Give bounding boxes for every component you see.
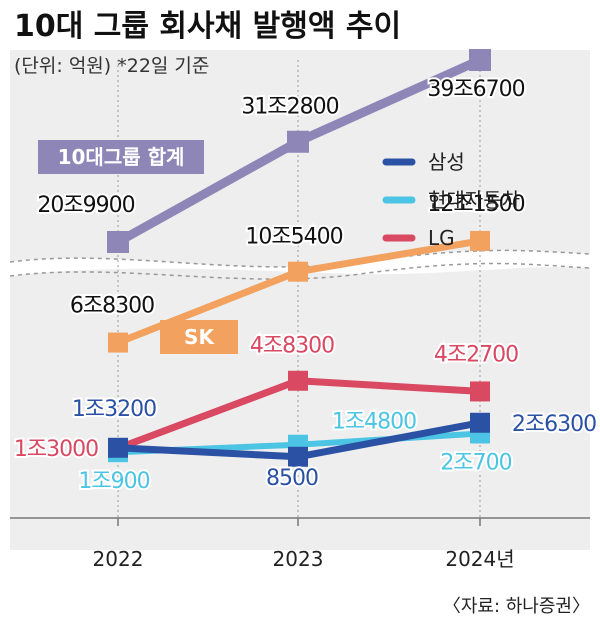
data-label-sk: 10조5400	[245, 225, 342, 250]
point-lg	[288, 370, 308, 391]
point-total	[469, 49, 491, 71]
point-total	[107, 231, 129, 253]
data-label-lg: 1조3000	[14, 437, 98, 462]
source-note: 〈자료: 하나증권〉	[443, 596, 590, 617]
tag-total-box	[38, 140, 204, 174]
tag-sk-text: SK	[184, 325, 215, 349]
legend-label-hyundai: 현대자동차	[428, 188, 520, 212]
data-label-samsung: 2조6300	[512, 412, 596, 437]
data-label-samsung: 8500	[266, 466, 318, 491]
data-label-hyundai: 2조700	[440, 450, 511, 475]
x-tick-label: 2022	[93, 547, 144, 571]
data-label-lg: 4조8300	[250, 334, 334, 359]
point-total	[287, 130, 309, 153]
data-label-total: 39조6700	[427, 77, 524, 102]
data-label-hyundai: 1조4800	[332, 410, 416, 435]
chart-title: 10대 그룹 회사채 발행액 추이	[14, 9, 401, 44]
point-samsung	[108, 437, 128, 458]
data-label-total: 31조2800	[241, 95, 338, 120]
data-label-sk: 12조1500	[427, 192, 524, 217]
point-lg	[470, 381, 490, 402]
data-label-samsung: 1조3200	[72, 397, 156, 422]
data-label-sk: 6조8300	[70, 294, 154, 319]
axis-break-line-top	[9, 249, 591, 268]
data-label-hyundai: 1조900	[78, 469, 149, 494]
label-layer: 20조9900 31조2800 39조6700 6조8300 10조5400 12조150…	[12, 75, 599, 496]
x-tick-label: 2023	[273, 547, 324, 571]
point-samsung	[288, 446, 308, 467]
tag-total-text: 10대그룹 합계	[58, 145, 185, 169]
point-sk	[108, 332, 128, 353]
point-sk	[470, 230, 490, 251]
x-tick-label: 2024년	[445, 547, 514, 571]
chart-subtitle: (단위: 억원) *22일 기준	[14, 55, 209, 77]
legend-label-lg: LG	[428, 226, 455, 250]
series-layer	[107, 49, 491, 467]
point-samsung	[470, 412, 490, 433]
legend-label-samsung: 삼성	[428, 150, 465, 174]
axis-break-line-bottom	[9, 262, 591, 280]
data-label-lg: 4조2700	[434, 342, 518, 367]
point-sk	[288, 261, 308, 282]
tag-sk-box	[160, 320, 238, 354]
axis-break-band	[10, 250, 590, 276]
data-label-total: 20조9900	[37, 193, 134, 218]
